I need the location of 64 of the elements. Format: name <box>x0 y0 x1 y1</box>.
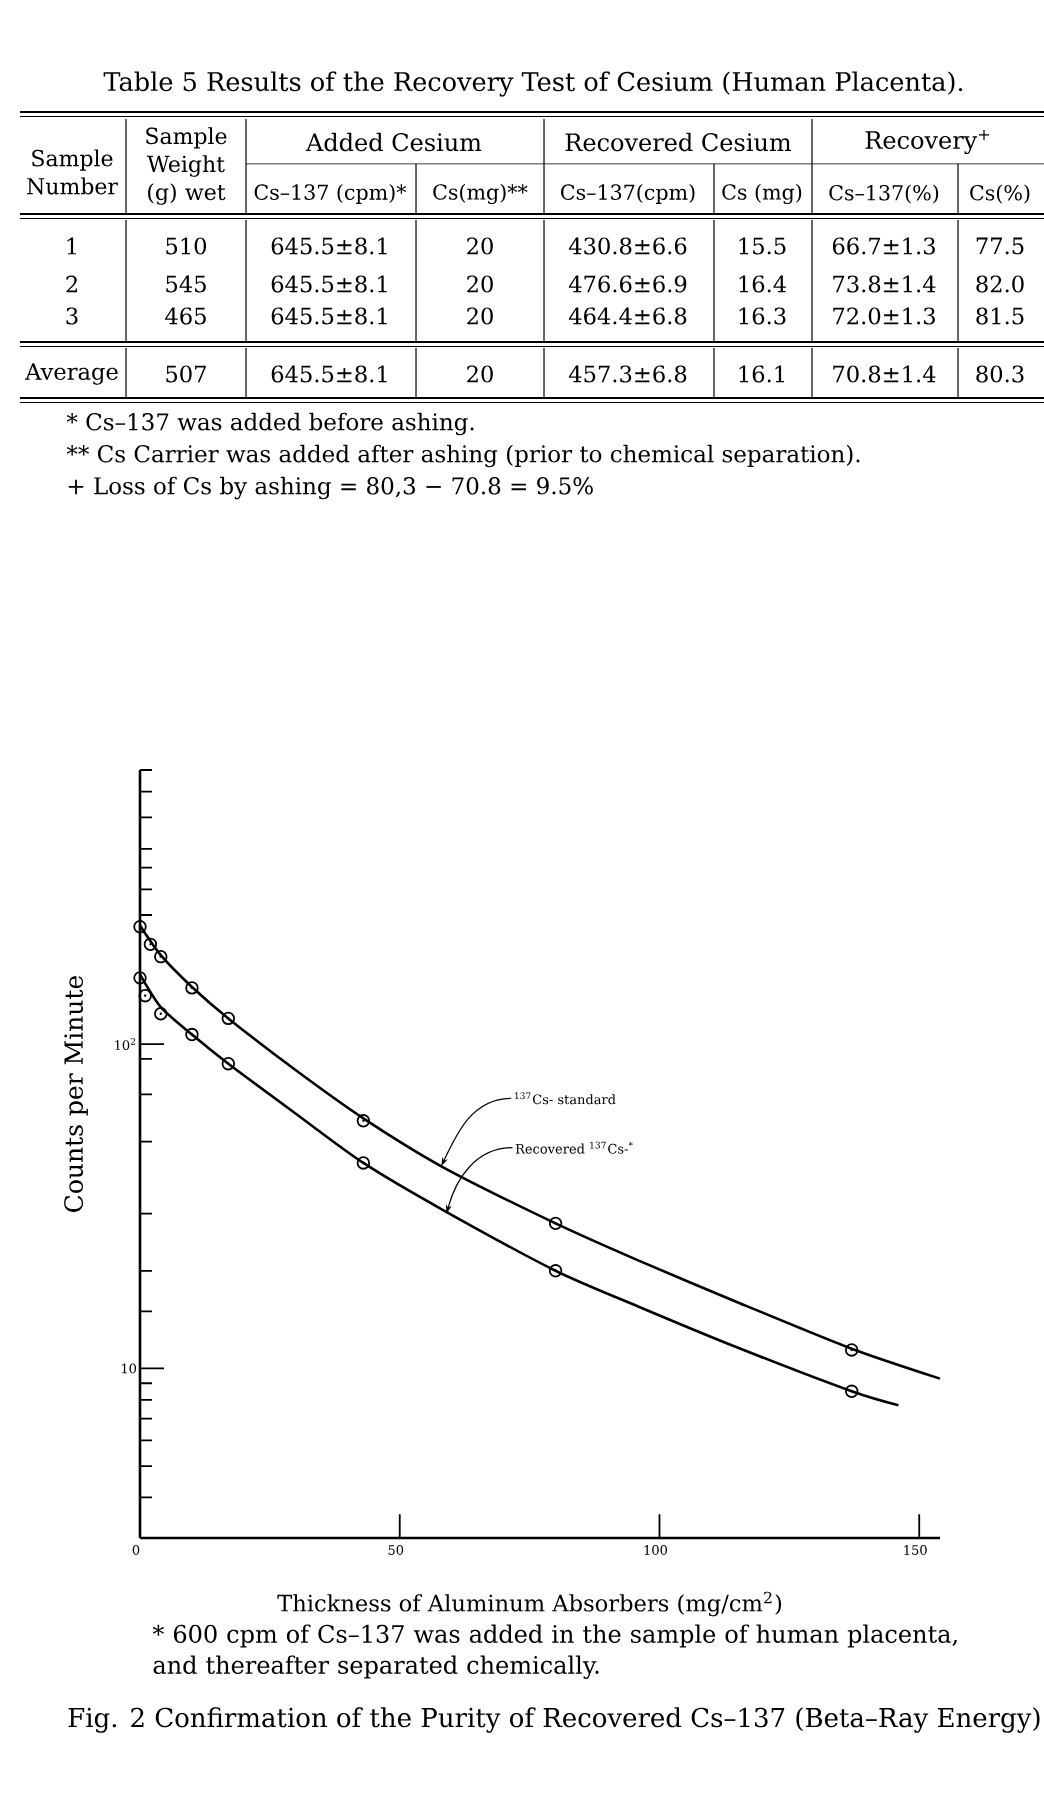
text: 1 <box>67 237 76 255</box>
text: Sample Number <box>27 149 118 195</box>
text: 3 <box>66 307 78 325</box>
text: 645.5±8.1 <box>271 307 387 325</box>
point <box>133 971 147 985</box>
text: 72.0±1.3 <box>833 307 935 325</box>
point <box>185 1027 199 1042</box>
text: Recovered Cesium <box>565 132 792 152</box>
text: 16.1 <box>739 365 784 383</box>
text: 20 <box>467 365 493 383</box>
text: 465 <box>165 307 206 325</box>
point <box>133 920 147 934</box>
text: 645.5±8.1 <box>271 275 387 293</box>
text: Cs–137 (cpm)* <box>254 184 407 204</box>
point <box>844 1343 859 1357</box>
text: 70.8±1.4 <box>833 365 936 383</box>
text: 464.4±6.8 <box>568 307 687 325</box>
point <box>548 1216 563 1231</box>
text: 82.0 <box>976 275 1024 293</box>
text: ** Cs Carrier was added after ashing (prior to chemical separation). <box>66 444 860 468</box>
point <box>154 949 168 964</box>
text: 545 <box>166 275 206 293</box>
text: Added Cesium <box>305 132 482 152</box>
text: Cs–137(%) <box>829 184 939 204</box>
point <box>356 1156 371 1170</box>
text: 15.5 <box>739 237 786 255</box>
text: * Cs–137 was added before ashing. <box>66 412 474 436</box>
text: Recovery$^{+}$ <box>865 129 989 155</box>
text: Average <box>25 363 118 385</box>
text: 66.7±1.3 <box>832 237 935 255</box>
text: Cs–137(cpm) <box>561 184 695 204</box>
text: 20 <box>467 237 493 255</box>
text: 16.3 <box>739 307 786 325</box>
text: 476.6±6.9 <box>568 275 687 293</box>
text: 457.3±6.8 <box>568 365 687 383</box>
point <box>138 988 152 1003</box>
text: Table 5 Results of the Recovery Test of Cesium (Human Placenta). <box>103 71 963 97</box>
text: 20 <box>467 307 493 325</box>
text: Cs (mg) <box>722 183 802 205</box>
text: + Loss of Cs by ashing = 80,3 − 70.8 = 9.5% <box>68 476 593 500</box>
text: 507 <box>166 365 206 383</box>
point <box>221 1011 236 1026</box>
text: 510 <box>166 237 207 255</box>
point <box>844 1384 859 1398</box>
text: Cs(mg)** <box>433 183 528 205</box>
point <box>154 1007 168 1021</box>
text: 73.8±1.4 <box>833 275 936 293</box>
text: Sample Weight (g) wet <box>146 127 227 205</box>
text: 80.3 <box>976 365 1024 383</box>
text: 20 <box>467 275 493 293</box>
y-axis-title: Counts per Minute <box>64 976 88 1212</box>
text: 645.5±8.1 <box>271 237 387 255</box>
point <box>548 1264 563 1278</box>
point <box>221 1056 236 1071</box>
text: 77.5 <box>976 237 1024 255</box>
text: 81.5 <box>976 307 1024 325</box>
text: Fig. 2 Confirmation of the Purity of Recovered Cs–137 (Beta–Ray Energy) <box>68 1707 1040 1733</box>
x-axis-title: Thickness of Aluminum Absorbers (mg/cm$^{2}$) <box>277 1591 782 1617</box>
text: 645.5±8.1 <box>271 365 387 383</box>
text: 2 <box>66 275 77 293</box>
text: Cs(%) <box>970 184 1030 204</box>
text: * 600 cpm of Cs–137 was added in the sample of human placenta, and thereafter separated chemically. <box>152 1624 957 1679</box>
text: 16.4 <box>739 275 787 293</box>
text: 430.8±6.6 <box>568 237 687 255</box>
